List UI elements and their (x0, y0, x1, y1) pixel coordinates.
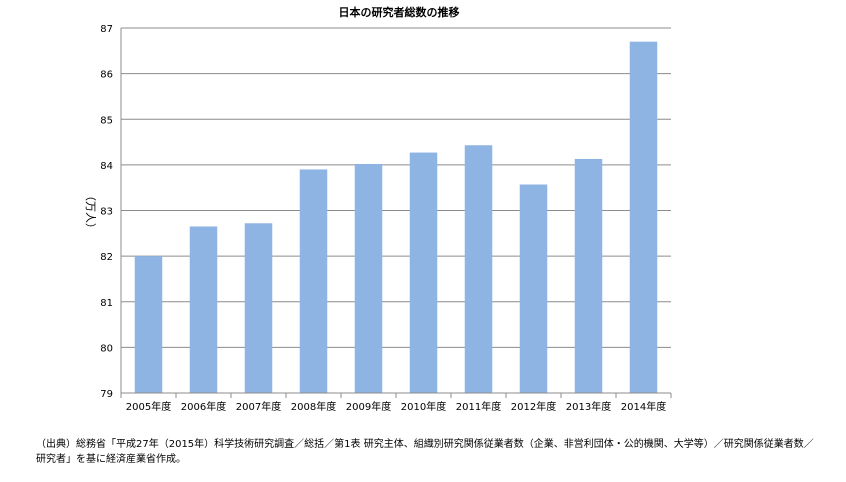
x-tick-label: 2014年度 (621, 400, 666, 413)
x-tick-labels: 2005年度 2006年度 2007年度 2008年度 2009年度 2010年度 2011… (126, 400, 666, 413)
y-tick-label: 84 (100, 161, 113, 172)
bar-2011年度 (464, 145, 493, 393)
axes (120, 28, 672, 398)
bar-2009年度 (354, 163, 383, 393)
bar-2006年度 (189, 226, 218, 393)
bar-2012年度 (519, 184, 548, 393)
y-tick-label: 87 (100, 24, 113, 35)
x-tick-label: 2010年度 (401, 400, 446, 413)
x-tick-label: 2005年度 (126, 400, 171, 413)
x-tick-label: 2008年度 (291, 400, 336, 413)
y-tick-label: 86 (100, 70, 113, 81)
y-tick-label: 82 (100, 252, 113, 263)
x-tick-label: 2013年度 (566, 400, 611, 413)
x-tick-label: 2011年度 (456, 400, 501, 413)
x-tick-label: 2012年度 (511, 400, 556, 413)
y-tick-label: 80 (100, 343, 113, 354)
x-tick-label: 2009年度 (346, 400, 391, 413)
y-tick-label: 83 (100, 207, 113, 218)
x-tick-label: 2006年度 (181, 400, 226, 413)
bar-2014年度 (629, 41, 658, 393)
y-tick-label: 79 (100, 389, 113, 400)
bar-2005年度 (134, 256, 163, 393)
bar-2007年度 (244, 223, 273, 393)
bar-2013年度 (574, 158, 603, 393)
bars (134, 41, 658, 393)
bar-2008年度 (299, 169, 328, 393)
chart-title: 日本の研究者総数の推移 (339, 5, 460, 19)
y-tick-label: 85 (100, 115, 113, 126)
y-tick-labels: 79 80 81 82 83 84 85 86 87 (100, 24, 113, 400)
x-tick-label: 2007年度 (236, 400, 281, 413)
y-tick-label: 81 (100, 298, 113, 309)
source-note: （出典）総務省「平成27年（2015年）科学技術研究調査／総括／第1表 研究主体… (36, 439, 814, 465)
bar-2010年度 (409, 152, 438, 393)
y-axis-label: （万人） (84, 190, 97, 234)
